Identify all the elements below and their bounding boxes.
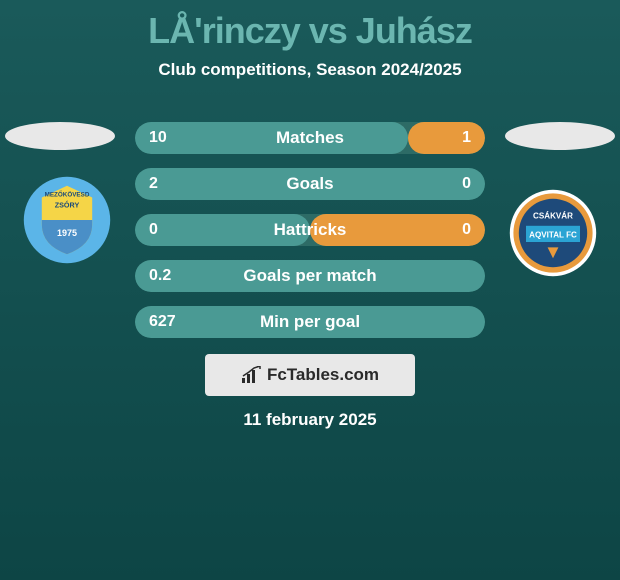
stat-value-right: 1 bbox=[462, 129, 471, 147]
club-badge-right: CSÁKVÁR AQVITAL FC bbox=[508, 188, 598, 278]
svg-text:CSÁKVÁR: CSÁKVÁR bbox=[533, 212, 573, 221]
stat-value-left: 10 bbox=[149, 129, 167, 147]
svg-text:ZSÓRY: ZSÓRY bbox=[55, 200, 80, 209]
stat-value-left: 0 bbox=[149, 221, 158, 239]
stat-row: 0.2 Goals per match bbox=[135, 260, 485, 292]
player-photo-left bbox=[5, 122, 115, 150]
stat-label: Min per goal bbox=[260, 312, 360, 332]
logo-label: FcTables.com bbox=[267, 365, 379, 385]
svg-text:1975: 1975 bbox=[57, 228, 77, 238]
stat-label: Goals per match bbox=[243, 266, 376, 286]
mezokoveszd-badge-icon: MEZŐKÖVESD ZSÓRY 1975 bbox=[22, 175, 112, 265]
club-badge-left: MEZŐKÖVESD ZSÓRY 1975 bbox=[22, 175, 112, 265]
comparison-date: 11 february 2025 bbox=[243, 410, 376, 430]
stat-value-left: 0.2 bbox=[149, 267, 171, 285]
chart-icon bbox=[241, 366, 263, 384]
comparison-subtitle: Club competitions, Season 2024/2025 bbox=[0, 60, 620, 80]
stat-row: 0 Hattricks 0 bbox=[135, 214, 485, 246]
stat-fill-right bbox=[408, 122, 485, 154]
csakvar-badge-icon: CSÁKVÁR AQVITAL FC bbox=[508, 188, 598, 278]
stat-value-left: 627 bbox=[149, 313, 176, 331]
stat-value-left: 2 bbox=[149, 175, 158, 193]
stat-value-right: 0 bbox=[462, 221, 471, 239]
stat-row: 2 Goals 0 bbox=[135, 168, 485, 200]
comparison-title: LÅ'rinczy vs Juhász bbox=[0, 0, 620, 52]
svg-text:AQVITAL FC: AQVITAL FC bbox=[529, 231, 577, 240]
stat-row: 10 Matches 1 bbox=[135, 122, 485, 154]
stat-label: Hattricks bbox=[274, 220, 347, 240]
stat-label: Goals bbox=[286, 174, 333, 194]
stats-container: 10 Matches 1 2 Goals 0 0 Hattricks 0 0.2 Goals per… bbox=[135, 122, 485, 352]
stat-value-right: 0 bbox=[462, 175, 471, 193]
stat-fill-left bbox=[135, 122, 408, 154]
player-photo-right bbox=[505, 122, 615, 150]
stat-row: 627 Min per goal bbox=[135, 306, 485, 338]
fctables-logo: FcTables.com bbox=[205, 354, 415, 396]
stat-label: Matches bbox=[276, 128, 344, 148]
svg-text:MEZŐKÖVESD: MEZŐKÖVESD bbox=[45, 190, 90, 199]
